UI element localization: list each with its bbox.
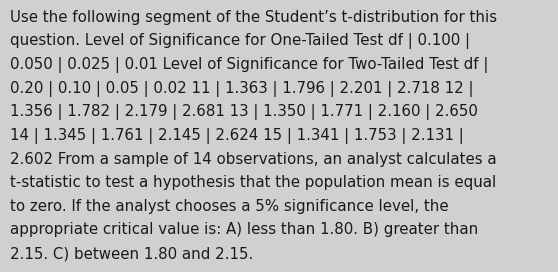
Text: 14 | 1.345 | 1.761 | 2.145 | 2.624 15 | 1.341 | 1.753 | 2.131 |: 14 | 1.345 | 1.761 | 2.145 | 2.624 15 | … [10,128,464,144]
Text: question. Level of Significance for One-Tailed Test df | 0.100 |: question. Level of Significance for One-… [10,33,470,49]
Text: to zero. If the analyst chooses a 5% significance level, the: to zero. If the analyst chooses a 5% sig… [10,199,449,214]
Text: Use the following segment of the Student’s t-distribution for this: Use the following segment of the Student… [10,10,497,24]
Text: 2.15. C) between 1.80 and 2.15.: 2.15. C) between 1.80 and 2.15. [10,246,253,261]
Text: 1.356 | 1.782 | 2.179 | 2.681 13 | 1.350 | 1.771 | 2.160 | 2.650: 1.356 | 1.782 | 2.179 | 2.681 13 | 1.350… [10,104,478,120]
Text: 0.20 | 0.10 | 0.05 | 0.02 11 | 1.363 | 1.796 | 2.201 | 2.718 12 |: 0.20 | 0.10 | 0.05 | 0.02 11 | 1.363 | 1… [10,81,474,97]
Text: 2.602 From a sample of 14 observations, an analyst calculates a: 2.602 From a sample of 14 observations, … [10,152,497,166]
Text: appropriate critical value is: A) less than 1.80. B) greater than: appropriate critical value is: A) less t… [10,222,478,237]
Text: t-statistic to test a hypothesis that the population mean is equal: t-statistic to test a hypothesis that th… [10,175,496,190]
Text: 0.050 | 0.025 | 0.01 Level of Significance for Two-Tailed Test df |: 0.050 | 0.025 | 0.01 Level of Significan… [10,57,488,73]
